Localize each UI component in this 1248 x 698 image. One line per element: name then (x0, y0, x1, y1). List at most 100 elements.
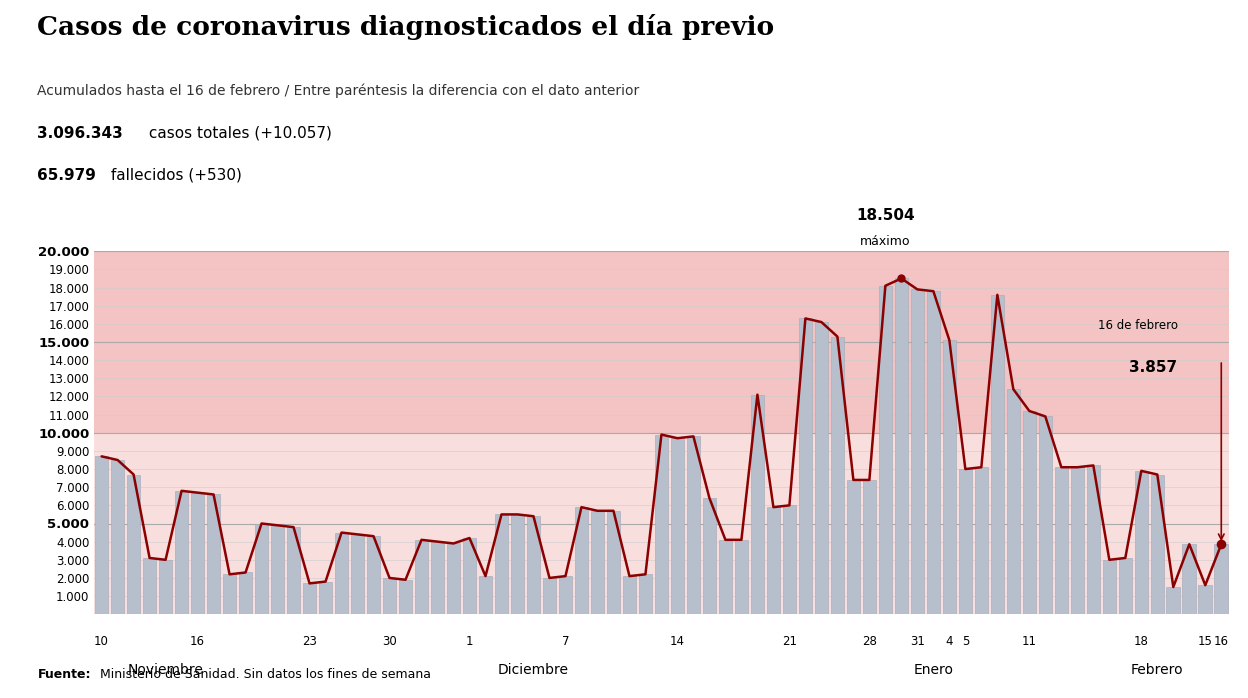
Bar (574, 507, 588, 614)
Bar (1102, 560, 1116, 614)
Text: 16: 16 (1214, 635, 1229, 648)
Text: 4: 4 (946, 635, 953, 648)
Bar (334, 533, 348, 614)
Bar (1038, 417, 1052, 614)
Bar (766, 507, 780, 614)
Text: 11: 11 (1022, 635, 1037, 648)
Text: Febrero: Febrero (1131, 663, 1183, 677)
Bar (287, 527, 301, 614)
Text: 18: 18 (1134, 635, 1148, 648)
Bar (1055, 467, 1068, 614)
Bar (703, 498, 716, 614)
Bar (271, 526, 285, 614)
Bar (431, 542, 444, 614)
Text: 3.096.343: 3.096.343 (37, 126, 124, 140)
Text: Diciembre: Diciembre (498, 663, 569, 677)
Text: 16 de febrero: 16 de febrero (1097, 319, 1178, 332)
Bar (686, 436, 700, 614)
Bar (735, 540, 749, 614)
Bar (303, 584, 316, 614)
Text: 16: 16 (190, 635, 205, 648)
Bar (958, 469, 972, 614)
Bar (494, 514, 508, 614)
Text: 1: 1 (466, 635, 473, 648)
Text: 28: 28 (862, 635, 877, 648)
Bar (815, 322, 829, 614)
Bar (991, 295, 1005, 614)
Bar (207, 494, 221, 614)
Point (891, 273, 911, 284)
Bar (559, 576, 573, 614)
Text: 31: 31 (910, 635, 925, 648)
Bar (1167, 587, 1181, 614)
Bar (222, 574, 236, 614)
Bar (463, 538, 477, 614)
Bar (895, 279, 909, 614)
Bar (942, 340, 956, 614)
Bar (158, 560, 172, 614)
Text: 10: 10 (94, 635, 109, 648)
Text: 18.504: 18.504 (856, 209, 915, 223)
Bar (639, 574, 653, 614)
Bar (750, 394, 764, 614)
Bar (479, 576, 492, 614)
Bar (1198, 585, 1212, 614)
Text: Enero: Enero (914, 663, 953, 677)
Bar (191, 493, 205, 614)
Bar (846, 480, 860, 614)
Bar (111, 460, 125, 614)
Bar (1087, 466, 1101, 614)
Text: 5: 5 (962, 635, 968, 648)
Bar (1134, 471, 1148, 614)
Bar (782, 505, 796, 614)
Bar (623, 576, 636, 614)
Text: máximo: máximo (860, 235, 911, 248)
Bar (447, 544, 461, 614)
Text: 3.857: 3.857 (1129, 360, 1178, 375)
Bar (862, 480, 876, 614)
Text: Fuente:: Fuente: (37, 667, 91, 681)
Bar (831, 336, 844, 614)
Bar (1183, 544, 1196, 614)
Text: 30: 30 (382, 635, 397, 648)
Text: 23: 23 (302, 635, 317, 648)
Bar (414, 540, 428, 614)
Bar (879, 285, 892, 614)
Bar (398, 580, 412, 614)
Bar (670, 438, 684, 614)
Bar (367, 536, 381, 614)
Text: Noviembre: Noviembre (127, 663, 203, 677)
Bar (926, 291, 940, 614)
Bar (607, 511, 620, 614)
Bar (175, 491, 188, 614)
Text: 65.979: 65.979 (37, 168, 96, 182)
Bar (719, 540, 733, 614)
Text: 14: 14 (670, 635, 685, 648)
Bar (510, 514, 524, 614)
Bar (975, 467, 988, 614)
Bar (590, 511, 604, 614)
Bar (1071, 467, 1085, 614)
Bar (655, 435, 668, 614)
Bar (142, 558, 156, 614)
Bar (94, 251, 1229, 433)
Bar (94, 251, 1229, 614)
Bar (911, 290, 925, 614)
Bar (351, 535, 364, 614)
Bar (799, 318, 812, 614)
Bar (1007, 389, 1020, 614)
Bar (127, 475, 140, 614)
Text: Casos de coronavirus diagnosticados el día previo: Casos de coronavirus diagnosticados el d… (37, 14, 775, 40)
Text: 15: 15 (1198, 635, 1213, 648)
Bar (543, 578, 557, 614)
Bar (1151, 475, 1164, 614)
Point (1212, 539, 1232, 550)
Bar (1022, 411, 1036, 614)
Bar (95, 456, 109, 614)
Text: fallecidos (+530): fallecidos (+530) (106, 168, 242, 182)
Text: Acumulados hasta el 16 de febrero / Entre paréntesis la diferencia con el dato a: Acumulados hasta el 16 de febrero / Entr… (37, 84, 640, 98)
Text: 7: 7 (562, 635, 569, 648)
Bar (1118, 558, 1132, 614)
Bar (1214, 544, 1228, 614)
Bar (255, 524, 268, 614)
